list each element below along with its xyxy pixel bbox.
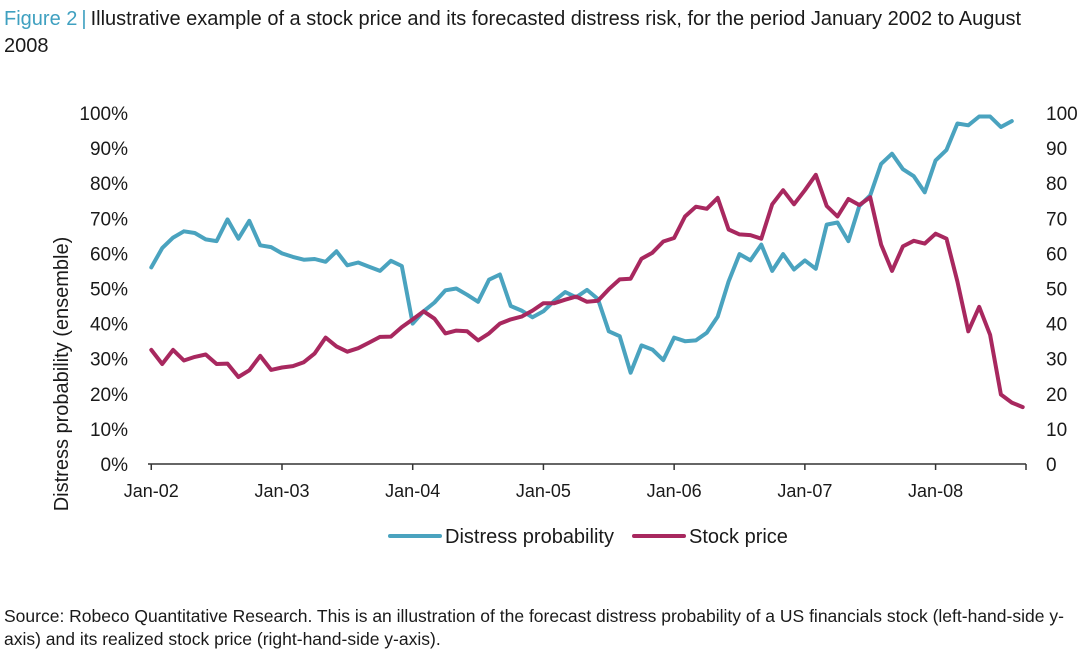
y-tick-label: 70% (90, 209, 128, 230)
y2-tick-label: 10 (1046, 420, 1067, 441)
chart-series (149, 114, 1025, 410)
chart-legend: Distress probability Stock price (388, 526, 788, 548)
stock-price-line (149, 172, 1025, 410)
y2-tick-label: 80 (1046, 174, 1067, 195)
x-tick-label: Jan-07 (777, 481, 832, 501)
y-tick-label: 50% (90, 280, 128, 301)
x-tick-label: Jan-08 (908, 481, 963, 501)
y-tick-label: 20% (90, 385, 128, 406)
y2-tick-label: 60 (1046, 244, 1067, 265)
figure-caption: Figure 2 | Illustrative example of a stock… (4, 6, 1064, 60)
y2-tick-label: 0 (1046, 455, 1057, 476)
stock-price-legend-label: Stock price (689, 526, 788, 548)
y2-tick-label: 100 (1046, 104, 1078, 125)
x-tick-label: Jan-02 (124, 481, 179, 501)
y-tick-label: 90% (90, 139, 128, 160)
distress-probability-legend-label: Distress probability (445, 526, 614, 548)
y2-tick-label: 70 (1046, 209, 1067, 230)
y2-tick-label: 50 (1046, 280, 1067, 301)
x-tick-label: Jan-04 (385, 481, 440, 501)
y-axis-label: Distress probability (ensemble) (51, 237, 73, 512)
y-tick-label: 30% (90, 350, 128, 371)
figure-title: Illustrative example of a stock price an… (4, 8, 1022, 57)
x-tick-label: Jan-06 (647, 481, 702, 501)
y-tick-label: 60% (90, 244, 128, 265)
y2-tick-label: 20 (1046, 385, 1067, 406)
source-note: Source: Robeco Quantitative Research. Th… (4, 606, 1064, 649)
y2-tick-label: 30 (1046, 350, 1067, 371)
y-tick-label: 10% (90, 420, 128, 441)
x-tick-label: Jan-03 (254, 481, 309, 501)
figure-label: Figure 2 (4, 8, 78, 30)
y2-tick-label: 90 (1046, 139, 1067, 160)
y-tick-label: 100% (79, 104, 128, 125)
y-tick-label: 80% (90, 174, 128, 195)
y2-tick-label: 40 (1046, 315, 1067, 336)
chart-axes: 0% 10% 20% 30% 40% 50% 60% 70% 80% 90% 100% 0 10 20 30… (79, 104, 1077, 501)
dual-axis-line-chart: 0% 10% 20% 30% 40% 50% 60% 70% 80% 90% 100% 0 10 20 30… (51, 104, 1078, 548)
y-tick-label: 0% (101, 455, 129, 476)
x-tick-label: Jan-05 (516, 481, 571, 501)
y-tick-label: 40% (90, 315, 128, 336)
caption-separator: | (81, 8, 87, 30)
